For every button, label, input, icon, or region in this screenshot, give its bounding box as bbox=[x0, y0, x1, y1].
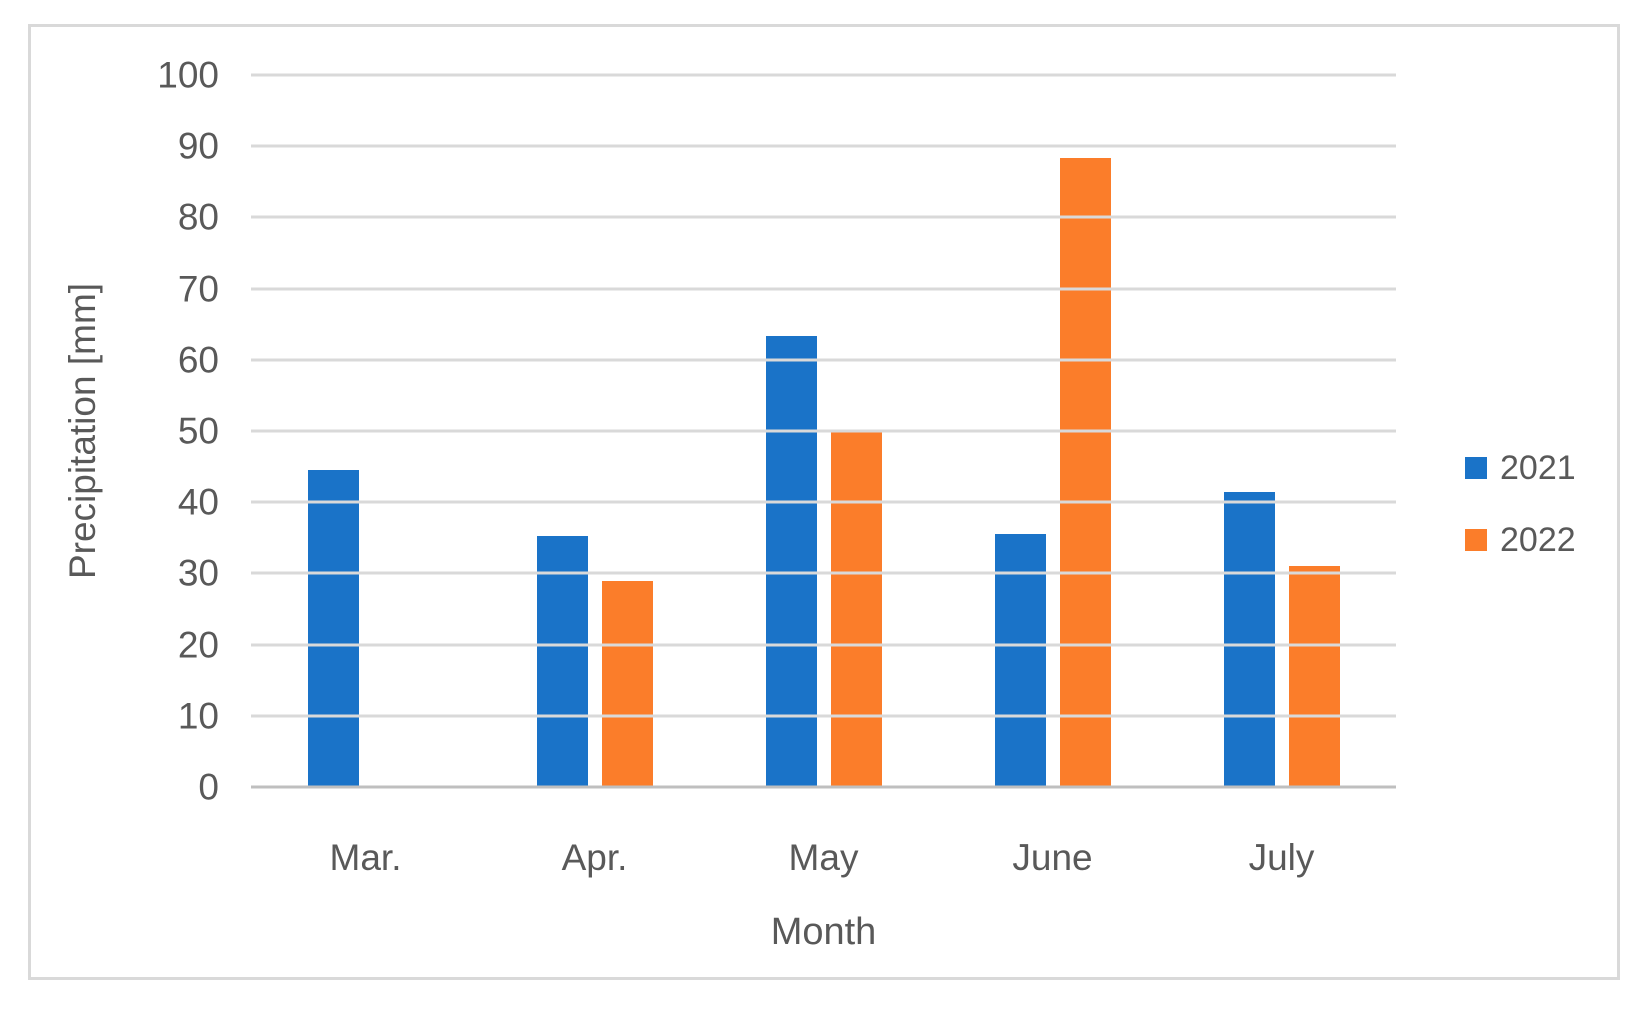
bar-cell bbox=[1059, 75, 1111, 787]
y-axis-title: Precipitation [mm] bbox=[62, 282, 103, 580]
bar-2022-Apr bbox=[601, 580, 653, 787]
legend-item-2021: 2021 bbox=[1465, 451, 1576, 485]
category-slot bbox=[938, 75, 1167, 787]
gridline bbox=[251, 571, 1396, 575]
bar-cell bbox=[765, 75, 817, 787]
y-tick-label: 70 bbox=[177, 268, 219, 310]
category-slot bbox=[480, 75, 709, 787]
category-slot bbox=[1167, 75, 1396, 787]
category-slot bbox=[251, 75, 480, 787]
y-tick-label: 0 bbox=[198, 766, 219, 808]
chart-frame: Precipitation [mm] 0 10 20 30 40 50 60 70 80 90 10… bbox=[28, 24, 1620, 980]
bar-2021-June bbox=[994, 534, 1046, 787]
plot-area: 0 10 20 30 40 50 60 70 80 90 100 bbox=[157, 57, 1396, 806]
legend-swatch-2021 bbox=[1465, 457, 1487, 479]
x-tick-label: Apr. bbox=[561, 837, 628, 878]
legend-label: 2022 bbox=[1500, 521, 1576, 559]
category-slot bbox=[709, 75, 938, 787]
y-tick-label: 50 bbox=[177, 410, 219, 452]
bar-2022-May bbox=[830, 431, 882, 787]
bar-2021-Mar bbox=[307, 470, 359, 787]
legend: 2021 2022 bbox=[1465, 451, 1576, 557]
x-tick-label: May bbox=[788, 837, 859, 878]
gridline bbox=[251, 714, 1396, 718]
y-tick-label: 80 bbox=[177, 196, 219, 238]
legend-item-2022: 2022 bbox=[1465, 523, 1576, 557]
y-tick-label: 10 bbox=[177, 695, 219, 737]
bar-2022-July bbox=[1288, 566, 1340, 787]
gridline bbox=[251, 358, 1396, 362]
bar-cell bbox=[830, 75, 882, 787]
bar-2021-Apr bbox=[536, 536, 588, 787]
bar-cell bbox=[536, 75, 588, 787]
bar-2021-May bbox=[765, 336, 817, 787]
bar-2021-July bbox=[1223, 491, 1275, 787]
gridline bbox=[251, 429, 1396, 433]
x-tick-label: July bbox=[1248, 837, 1315, 878]
gridline bbox=[251, 144, 1396, 148]
x-tick-label: June bbox=[1012, 837, 1093, 878]
bar-cell bbox=[994, 75, 1046, 787]
y-tick-label: 60 bbox=[177, 339, 219, 381]
y-tick-label: 100 bbox=[157, 54, 219, 96]
bar-cell bbox=[1288, 75, 1340, 787]
gridline bbox=[251, 73, 1396, 77]
y-tick-label: 30 bbox=[177, 552, 219, 594]
bar-slots bbox=[251, 75, 1396, 787]
y-tick-label: 90 bbox=[177, 125, 219, 167]
legend-label: 2021 bbox=[1500, 449, 1576, 487]
bar-cell bbox=[601, 75, 653, 787]
x-tick-label: Mar. bbox=[329, 837, 402, 878]
x-tick-labels: Mar. Apr. May June July bbox=[251, 839, 1396, 876]
x-axis-line bbox=[251, 785, 1396, 789]
legend-swatch-2022 bbox=[1465, 529, 1487, 551]
bar-cell bbox=[1223, 75, 1275, 787]
gridline bbox=[251, 215, 1396, 219]
x-axis-title: Month bbox=[770, 911, 877, 953]
bar-2022-June bbox=[1059, 158, 1111, 787]
gridline bbox=[251, 500, 1396, 504]
gridline bbox=[251, 287, 1396, 291]
y-tick-label: 40 bbox=[177, 481, 219, 523]
y-tick-label: 20 bbox=[177, 624, 219, 666]
bar-cell bbox=[307, 75, 359, 787]
gridline bbox=[251, 643, 1396, 647]
